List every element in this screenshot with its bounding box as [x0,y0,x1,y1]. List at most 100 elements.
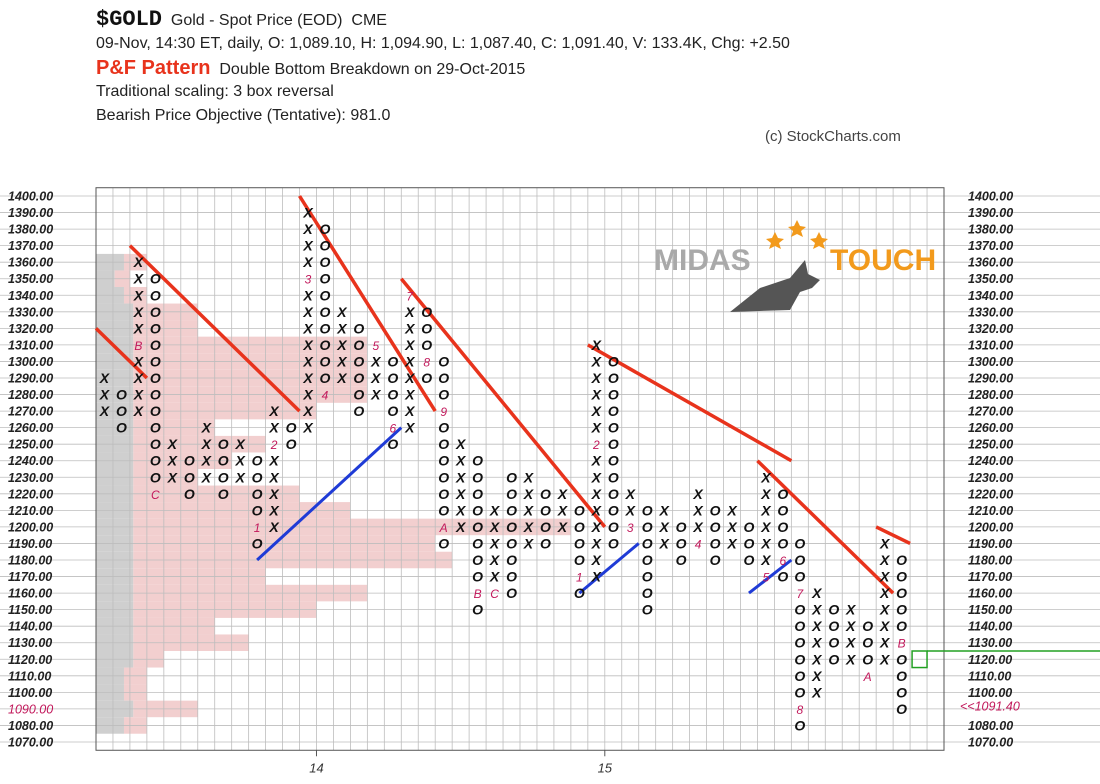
x-box: X [591,337,603,353]
x-box: X [404,403,416,419]
o-box: O [828,602,839,618]
x-box: X [811,651,823,667]
o-box: O [608,486,619,502]
y-tick-label-left: 1210.00 [8,504,53,518]
o-box: O [472,569,483,585]
y-tick-label-right: 1160.00 [968,587,1012,601]
y-tick-label-left: 1380.00 [8,223,53,237]
copyright: (c) StockCharts.com [765,128,901,145]
x-box: X [845,618,857,634]
o-box: O [710,502,721,518]
y-tick-label-left: 1190.00 [8,537,52,551]
o-box: O [676,535,687,551]
o-box: O [744,535,755,551]
x-box: X [455,502,467,518]
o-box: O [387,403,398,419]
y-tick-label-left: 1280.00 [8,388,53,402]
o-box: O [252,469,263,485]
y-tick-label-right: 1100.00 [968,686,1012,700]
x-box: X [760,519,772,535]
o-box: O [252,502,263,518]
pattern-label: P&F Pattern [96,57,211,79]
x-box: X [879,535,891,551]
o-box: O [608,387,619,403]
y-tick-label-left: 1370.00 [8,239,53,253]
o-box: O [150,337,161,353]
x-box: X [658,535,670,551]
y-tick-label-right: 1330.00 [968,305,1013,319]
o-box: O [642,602,653,618]
pf-column: XXX [726,502,738,551]
o-box: O [438,535,449,551]
o-box: O [676,552,687,568]
x-box: X [455,486,467,502]
x-box: X [811,635,823,651]
x-box: X [591,353,603,369]
o-box: O [116,420,127,436]
x-box: X [302,370,314,386]
x-box: X [760,486,772,502]
y-tick-label-left: 1400.00 [8,190,53,204]
o-box: O [320,370,331,386]
y-tick-label-left: 1310.00 [8,338,53,352]
x-box: X [404,353,416,369]
o-box: O [472,453,483,469]
o-box: O [218,469,229,485]
x-box: X [370,387,382,403]
o-box: O [218,436,229,452]
o-box: O [777,519,788,535]
o-box: O [286,420,297,436]
resistance-line [875,525,911,546]
x-box: X [133,320,145,336]
plot-frame [95,187,945,751]
o-box: O [506,535,517,551]
o-box: O [642,535,653,551]
o-box: O [150,453,161,469]
y-tick-label-left: 1360.00 [8,256,53,270]
y-tick-label-right: 1210.00 [968,504,1013,518]
x-box: X [845,651,857,667]
month-marker: C [151,488,160,502]
x-box: X [302,304,314,320]
resistance-line [586,343,793,463]
y-tick-label-left: 1200.00 [8,520,53,534]
month-marker: 8 [796,703,803,717]
x-box: X [133,403,145,419]
y-tick-label-right: 1290.00 [968,372,1013,386]
o-box: O [506,585,517,601]
x-tick-label: 15 [598,760,613,775]
y-tick-label-left: 1070.00 [8,736,53,750]
x-box: X [523,535,535,551]
o-box: O [252,453,263,469]
x-box: X [811,668,823,684]
o-box: O [896,684,907,700]
o-box: O [353,320,364,336]
o-box: O [744,552,755,568]
y-tick-label-left: 1090.00 [8,702,53,716]
o-box: O [862,651,873,667]
x-box: X [692,519,704,535]
o-box: O [438,370,449,386]
o-box: O [438,486,449,502]
month-marker: 2 [270,438,278,452]
x-box: X [811,684,823,700]
y-tick-label-left: 1230.00 [8,471,53,485]
y-tick-label-right: 1170.00 [968,570,1012,584]
x-box: X [523,469,535,485]
month-marker: 1 [576,571,583,585]
month-marker: 3 [305,273,312,287]
o-box: O [184,486,195,502]
x-box: X [489,569,501,585]
o-box: O [116,403,127,419]
